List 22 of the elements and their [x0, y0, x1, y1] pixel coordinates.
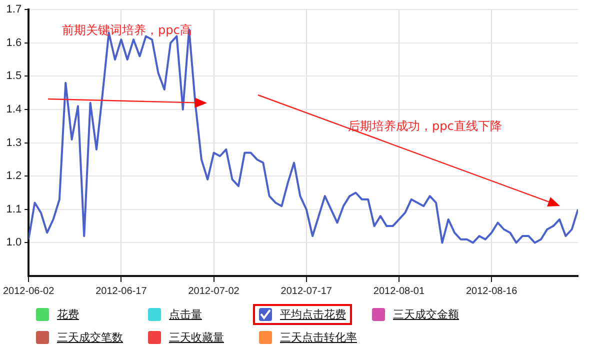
y-tick-label: 1.2 [6, 170, 22, 182]
y-tick-label: 1.4 [6, 104, 22, 116]
x-tick-label: 2012-07-02 [188, 286, 240, 297]
legend-label: 三天点击转化率 [280, 330, 357, 345]
y-tick-label: 1.6 [6, 36, 22, 49]
x-tick-label: 2012-08-01 [373, 286, 425, 297]
x-tick-label: 2012-06-17 [96, 286, 148, 297]
x-tick-label: 2012-06-02 [3, 286, 55, 297]
y-tick-label: 1.0 [6, 236, 22, 249]
y-tick-label: 1.5 [6, 70, 22, 82]
y-tick-label: 1.3 [6, 136, 22, 149]
legend-label: 平均点击花费 [280, 308, 346, 322]
x-tick-label: 2012-07-17 [280, 286, 332, 297]
y-tick-label: 1.1 [6, 203, 22, 216]
legend-label: 三天成交笔数 [57, 330, 123, 345]
legend-label: 三天成交金额 [393, 308, 459, 322]
x-tick-label: 2012-08-16 [466, 286, 518, 297]
annotation: 前期关键词培养，ppc高 [62, 22, 192, 39]
legend-label: 点击量 [169, 308, 202, 322]
legend-label: 三天收藏量 [169, 330, 224, 345]
legend-label: 花费 [57, 308, 79, 322]
y-tick-label: 1.7 [6, 4, 22, 16]
